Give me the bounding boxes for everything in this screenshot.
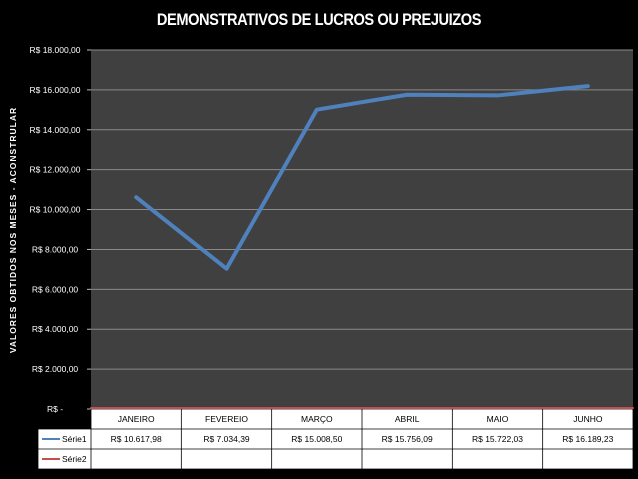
series-point: [135, 407, 137, 409]
series-point: [226, 407, 227, 409]
data-label: R$ 7.034,39: [203, 434, 250, 444]
series-point: [316, 109, 318, 111]
series-point: [135, 196, 137, 198]
y-tick-label: R$ 6.000,00: [32, 284, 79, 294]
x-category-label: MAIO: [487, 414, 509, 424]
series-point: [587, 407, 589, 409]
legend-entry: Série2: [62, 454, 87, 464]
plot-area: [91, 50, 633, 409]
x-category-label: ABRIL: [395, 414, 420, 424]
data-label: R$ 15.008,50: [291, 434, 342, 444]
series-point: [226, 268, 227, 270]
y-tick-label: R$ 18.000,00: [29, 45, 80, 55]
y-tick-label: R$ 12.000,00: [29, 165, 80, 175]
x-category-label: JUNHO: [573, 414, 603, 424]
series-point: [316, 407, 318, 409]
data-label: R$ 15.756,09: [382, 434, 433, 444]
series-point: [497, 94, 498, 96]
series-line-1: [134, 84, 590, 271]
y-tick-label: R$ -: [47, 404, 63, 414]
y-tick-label: R$ 10.000,00: [29, 205, 80, 215]
legend-entry: Série1: [62, 434, 87, 444]
series-point: [587, 85, 589, 87]
y-tick-label: R$ 16.000,00: [29, 85, 80, 95]
series-point: [497, 407, 498, 409]
series-point: [406, 94, 408, 96]
y-tick-label: R$ 4.000,00: [32, 324, 79, 334]
chart-title: DEMONSTRATIVOS DE LUCROS OU PREJUIZOS: [156, 10, 482, 29]
x-category-label: FEVEREIO: [205, 414, 248, 424]
series-point: [406, 407, 408, 409]
x-category-label: JANEIRO: [118, 414, 155, 424]
y-tick-label: R$ 2.000,00: [32, 364, 79, 374]
data-label: R$ 15.722,03: [472, 434, 523, 444]
y-tick-label: R$ 14.000,00: [29, 125, 80, 135]
y-tick-label: R$ 8.000,00: [32, 244, 79, 254]
data-label: R$ 10.617,98: [111, 434, 162, 444]
data-label: R$ 16.189,23: [562, 434, 613, 444]
x-category-label: MARÇO: [301, 414, 333, 424]
